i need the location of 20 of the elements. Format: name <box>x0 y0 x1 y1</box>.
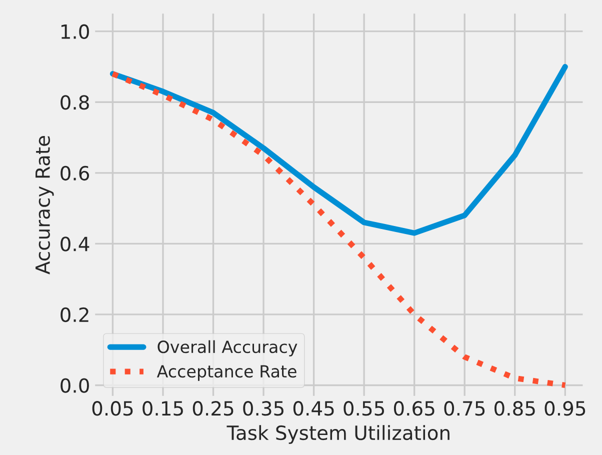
x-tick-label: 0.05 <box>92 401 133 416</box>
x-tick-label: 0.65 <box>394 401 434 416</box>
y-tick-label: 0.2 <box>60 307 88 322</box>
legend-label: Overall Accuracy <box>158 340 298 356</box>
y-tick-label: 0.4 <box>60 236 90 252</box>
x-tick-label: 0.45 <box>293 401 334 416</box>
y-axis-title: Accuracy Rate <box>36 136 54 274</box>
x-tick-label: 0.15 <box>142 401 183 416</box>
y-tick-label: 0.8 <box>60 95 89 110</box>
y-tick-label: 0.6 <box>60 166 90 181</box>
x-axis-title: Task System Utilization <box>226 425 450 444</box>
legend-label: Acceptance Rate <box>156 365 296 381</box>
x-tick-label: 0.95 <box>544 401 586 416</box>
y-tick-label: 0.0 <box>60 378 89 393</box>
x-tick-label: 0.25 <box>192 401 234 416</box>
x-tick-label: 0.55 <box>344 401 384 416</box>
x-tick-label: 0.75 <box>444 401 485 416</box>
x-tick-label: 0.35 <box>243 401 284 416</box>
y-tick-label: 1.0 <box>61 24 89 40</box>
x-tick-label: 0.85 <box>494 401 535 416</box>
